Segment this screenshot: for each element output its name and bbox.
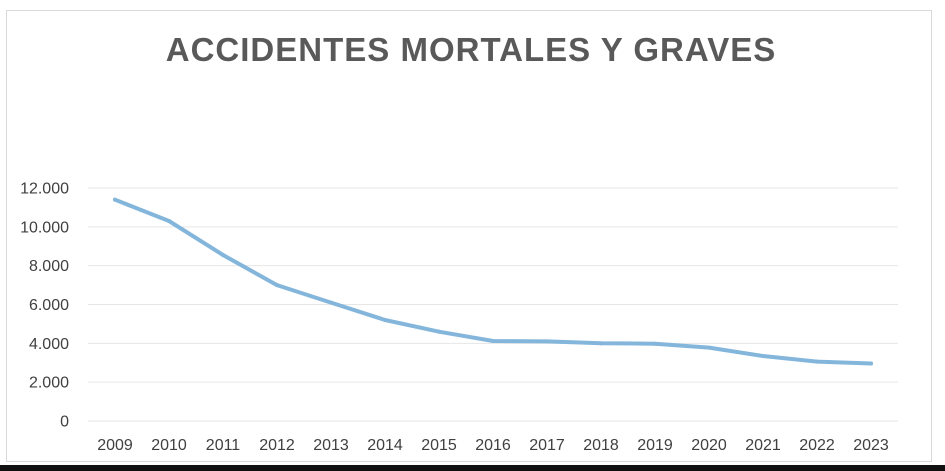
y-tick-label: 12.000 [20,181,69,198]
x-tick-label: 2015 [421,437,457,454]
data-point [221,252,225,257]
x-tick-label: 2021 [745,437,781,454]
x-tick-label: 2011 [206,437,241,454]
x-tick-label: 2020 [691,437,727,454]
y-axis-tick-labels: 0 2.000 4.000 6.000 8.000 10.000 12.000 [20,181,69,431]
data-point [869,361,873,366]
x-tick-label: 2010 [151,437,187,454]
series-line [113,197,873,366]
x-tick-label: 2023 [853,437,889,454]
data-point [167,219,171,224]
y-tick-label: 2.000 [29,375,69,392]
data-point [491,339,495,344]
data-point [761,353,765,358]
y-tick-label: 0 [60,414,69,431]
data-point [599,341,603,346]
x-tick-label: 2022 [799,437,835,454]
data-point [383,318,387,323]
x-tick-label: 2018 [583,437,619,454]
x-tick-label: 2016 [475,437,511,454]
y-tick-label: 4.000 [29,336,69,353]
x-tick-label: 2019 [637,437,673,454]
data-point [545,339,549,344]
data-point [653,341,657,346]
chart-title: ACCIDENTES MORTALES Y GRAVES [166,31,776,68]
data-point [329,300,333,305]
data-point [707,345,711,350]
gridlines [88,187,898,422]
y-tick-label: 6.000 [29,297,69,314]
y-tick-label: 10.000 [20,219,69,236]
x-tick-label: 2017 [529,437,565,454]
data-point [275,283,279,288]
x-tick-label: 2014 [367,437,403,454]
x-tick-label: 2009 [97,437,133,454]
data-point [815,359,819,364]
chart-frame [6,10,932,462]
series-group [113,197,873,366]
bottom-edge-bar [0,465,945,471]
x-tick-label: 2013 [313,437,349,454]
x-axis-tick-labels: 2009 2010 2011 2012 2013 2014 2015 2016 2017 2018… [97,437,889,454]
data-point [437,329,441,334]
data-point [113,197,117,202]
x-tick-label: 2012 [259,437,295,454]
y-tick-label: 8.000 [29,258,69,275]
